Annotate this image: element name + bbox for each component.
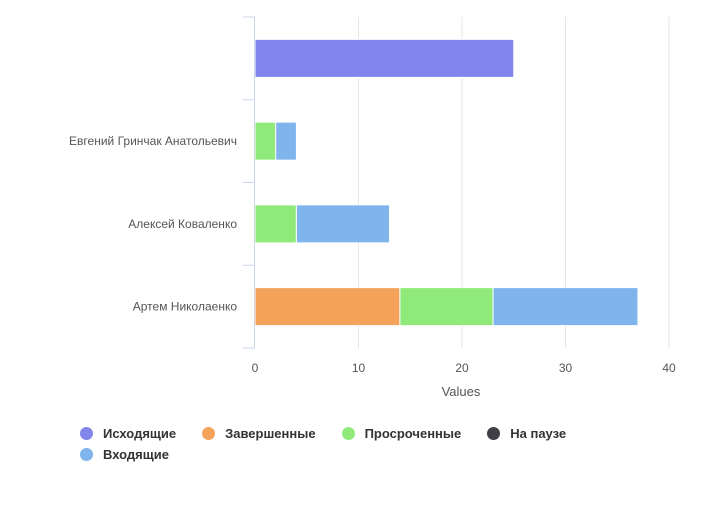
legend-item[interactable]: Просроченные [341,426,462,441]
legend-label: Исходящие [103,426,177,441]
legend-label: На паузе [510,426,567,441]
category-axis [243,16,255,349]
legend-marker [341,427,355,440]
category-label: Евгений Гринчак Анатольевич [69,134,237,148]
legend-item[interactable]: Входящие [80,447,169,462]
legend-label: Входящие [103,447,169,462]
x-tick-label: 40 [662,361,676,375]
x-tick-label: 20 [455,361,469,375]
legend-item[interactable]: Завершенные [202,426,316,441]
legend-marker [80,427,93,440]
bar-segment [254,287,401,327]
legend-item[interactable]: На паузе [487,426,566,441]
x-tick-labels: 0 10 20 30 40 [252,361,676,375]
legend-marker [80,448,93,461]
category-labels: Евгений Гринчак Анатольевич Алексей Ковал… [69,134,237,314]
legend-marker [487,427,501,440]
x-tick-label: 0 [252,361,259,375]
bar-segment [254,38,515,78]
bar-segment [492,287,639,327]
bar-segment [295,204,391,244]
bar-segment [399,287,494,327]
x-axis-title: Values [442,384,481,399]
legend-item[interactable]: Исходящие [80,426,176,441]
legend: Исходящие Завершенные Просроченные На паузе… [80,426,680,462]
legend-label: Завершенные [225,426,316,441]
category-label: Алексей Коваленко [128,217,237,231]
category-label: Артем Николаенко [133,300,238,314]
x-tick-label: 10 [352,361,366,375]
bar-segment [275,121,297,161]
x-tick-label: 30 [559,361,573,375]
legend-marker [202,427,216,440]
legend-label: Просроченные [364,426,462,441]
bar-segment [254,121,277,161]
bars [254,38,639,327]
bar-segment [254,204,297,244]
